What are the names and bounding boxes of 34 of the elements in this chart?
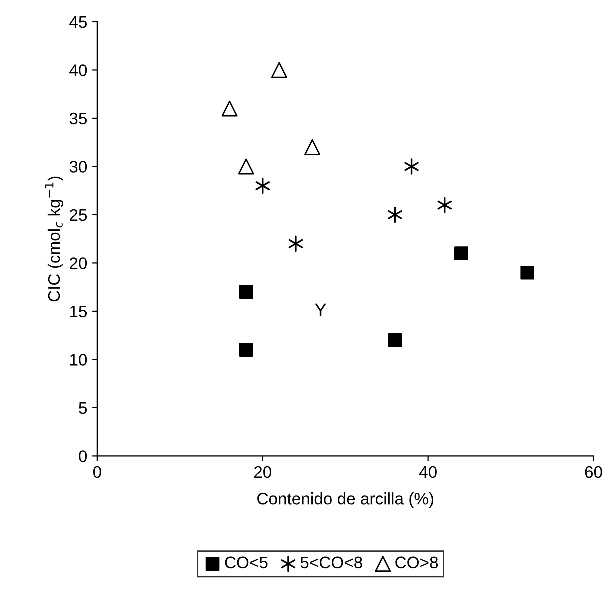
x-tick-label: 0 xyxy=(93,466,102,478)
point xyxy=(222,100,238,117)
x-tick-label: 60 xyxy=(585,466,602,478)
y-tick-label: 5 xyxy=(79,402,88,414)
legend-label: 5<CO<8 xyxy=(300,556,362,569)
point xyxy=(304,139,320,156)
legend-label: CO>8 xyxy=(396,556,438,569)
point xyxy=(271,62,288,78)
point xyxy=(256,178,270,194)
point xyxy=(388,333,402,348)
y-tick-label: 35 xyxy=(70,112,88,125)
point xyxy=(520,266,535,280)
point xyxy=(438,197,452,214)
y-tick-label: 30 xyxy=(70,161,88,173)
y-tick-label: 15 xyxy=(70,306,88,318)
y-axis-title: CIC (cmol$_{c}$ kg$^{−1}$) xyxy=(45,176,64,302)
point xyxy=(404,158,419,175)
legend-label: CO<5 xyxy=(225,556,268,569)
y-tick-label: 45 xyxy=(70,16,88,28)
point xyxy=(239,343,254,357)
y-tick-label: 25 xyxy=(70,209,88,222)
x-tick-label: 20 xyxy=(254,466,272,478)
point xyxy=(388,206,402,224)
x-axis-title: Contenido de arcilla (%) xyxy=(258,492,434,508)
x-tick-label: 40 xyxy=(419,466,437,478)
annotation: Y xyxy=(315,304,326,316)
y-tick-label: 20 xyxy=(70,258,88,270)
y-tick-label: 40 xyxy=(70,64,88,76)
point xyxy=(238,158,254,175)
point xyxy=(454,246,468,260)
y-tick-label: 0 xyxy=(79,450,88,462)
point xyxy=(239,285,254,300)
y-tick-label: 10 xyxy=(70,354,88,366)
point xyxy=(288,236,304,252)
